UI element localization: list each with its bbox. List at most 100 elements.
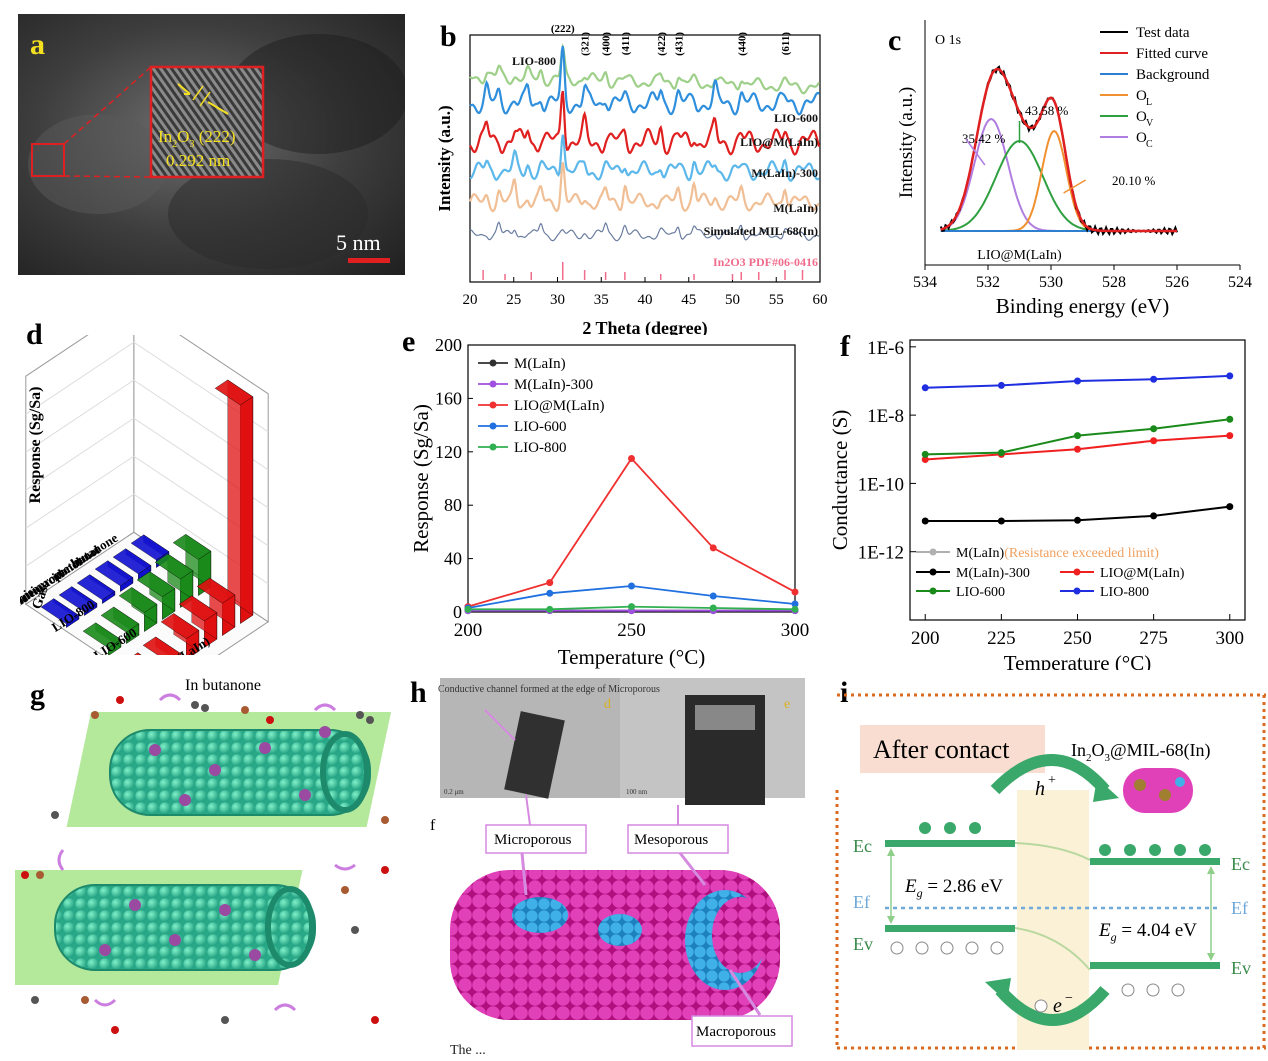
f-xtick-label: 275 bbox=[1139, 628, 1168, 649]
d-bar-top bbox=[160, 613, 200, 639]
e-ytick-label: 80 bbox=[444, 495, 462, 515]
b-xtick-label: 35 bbox=[594, 292, 609, 308]
e-point bbox=[791, 600, 799, 608]
b-series-M(LaIn)-300 bbox=[469, 134, 820, 182]
xps-chart: 534 532 530 528 526 524 Binding energy (eV) Int… bbox=[896, 20, 1252, 318]
svg-text:+: + bbox=[1048, 773, 1056, 788]
c-xtick-label: 526 bbox=[1165, 274, 1189, 291]
b-xtick-label: 55 bbox=[769, 292, 784, 308]
c-arrow-ol bbox=[1063, 179, 1087, 194]
f-xtick-label: 250 bbox=[1063, 628, 1092, 649]
c-percent: 35.42 % bbox=[962, 131, 1006, 146]
panel-label-g: g bbox=[30, 678, 45, 711]
i-particle-icon bbox=[1123, 768, 1193, 813]
b-series-label: LIO-600 bbox=[774, 111, 818, 125]
f-xtick-label: 225 bbox=[987, 628, 1016, 649]
panel-label-c: c bbox=[888, 24, 902, 57]
f-point bbox=[1074, 432, 1081, 440]
c-percent: 43.58 % bbox=[1025, 103, 1069, 118]
e-xtick-label: 300 bbox=[781, 620, 810, 641]
f-xtick-label: 300 bbox=[1216, 628, 1245, 649]
b-series-M(LaIn) bbox=[468, 162, 820, 213]
b-xtick-label: 45 bbox=[681, 292, 696, 308]
i-ec-right: Ec bbox=[1231, 854, 1250, 874]
svg-text:In2O3 (222): In2O3 (222) bbox=[158, 127, 236, 150]
e-ytick-label: 40 bbox=[444, 549, 462, 569]
f-ytick-label: 1E-12 bbox=[858, 543, 904, 564]
h-sub-d: d bbox=[604, 697, 611, 712]
panel-label-e: e bbox=[402, 325, 416, 358]
e-point bbox=[709, 604, 717, 612]
f-point bbox=[1226, 415, 1234, 423]
b-series-label: LIO-800 bbox=[512, 54, 556, 68]
c-legend-label: O bbox=[1136, 88, 1147, 104]
b-peak-label: (431) bbox=[673, 32, 685, 56]
c-xlabel: Binding energy (eV) bbox=[996, 294, 1169, 318]
f-point bbox=[1150, 425, 1158, 433]
e-ytick-label: 160 bbox=[435, 388, 462, 408]
inset-label-plane: (222) bbox=[199, 127, 236, 146]
f-point bbox=[921, 450, 929, 458]
i-ef-right: Ef bbox=[1231, 898, 1248, 918]
b-series-LIO-600 bbox=[469, 45, 820, 116]
panel-e: 0 40 80 120 160 200 200 250 300 Temperature (°C) R… bbox=[400, 330, 820, 670]
svg-text:−: − bbox=[1065, 991, 1073, 1006]
d-grid bbox=[25, 455, 269, 547]
b-series-label: M(LaIn) bbox=[773, 201, 818, 215]
c-legend-label: O bbox=[1136, 130, 1147, 146]
d-bar-top bbox=[100, 606, 140, 633]
f-legend-label: LIO-800 bbox=[1100, 585, 1149, 600]
b-xtick-label: 30 bbox=[550, 292, 565, 308]
d-bar-top bbox=[82, 622, 122, 649]
b-peak-label: (611) bbox=[780, 32, 792, 56]
panel-a: In2O3 (222) 0.292 nm 5 nm a bbox=[18, 14, 408, 275]
c-xtick-label: 532 bbox=[976, 274, 1000, 291]
e-point bbox=[628, 454, 635, 462]
inset-spacing: 0.292 nm bbox=[166, 151, 230, 170]
b-xtick-label: 40 bbox=[638, 292, 653, 308]
band-diagram: After contact In2O3@MIL-68(In) h + e − E… bbox=[835, 693, 1266, 1050]
d-bar-top bbox=[112, 548, 152, 575]
h-sub-f: f bbox=[430, 817, 436, 834]
e-legend-label: LIO@M(LaIn) bbox=[514, 398, 604, 414]
h-note: Conductive channel formed at the edge of… bbox=[438, 684, 660, 695]
panel-label-b: b bbox=[440, 20, 457, 53]
f-ytick-label: 1E-10 bbox=[858, 474, 904, 495]
e-point bbox=[791, 588, 799, 596]
b-peak-label: (400) bbox=[601, 32, 613, 56]
e-ytick-label: 0 bbox=[453, 602, 462, 622]
e-xlabel: Temperature (°C) bbox=[558, 645, 705, 669]
f-point bbox=[921, 384, 929, 392]
e-legend-label: M(LaIn)-300 bbox=[514, 377, 593, 393]
b-peak-label: (411) bbox=[620, 32, 632, 56]
e-legend-label: LIO-800 bbox=[514, 440, 567, 456]
e-point bbox=[546, 605, 554, 613]
i-hole-label: h bbox=[1035, 778, 1045, 800]
panel-label-d: d bbox=[26, 318, 43, 351]
c-legend-sub: L bbox=[1146, 97, 1152, 108]
b-series-LIO@M(LaIn) bbox=[469, 90, 821, 156]
panel-d: 20406080100butanonemethanolisopropanolfo… bbox=[0, 303, 430, 695]
h-micro-label: Microporous bbox=[494, 832, 572, 848]
f-legend-label: M(LaIn)-300 bbox=[956, 566, 1030, 581]
f-point bbox=[921, 456, 929, 464]
e-xtick-label: 200 bbox=[454, 620, 483, 641]
bar3d-chart: 20406080100butanonemethanolisopropanolfo… bbox=[0, 303, 270, 695]
e-point bbox=[546, 579, 554, 587]
panel-h: Conductive channel formed at the edge of… bbox=[430, 670, 820, 1058]
f-ytick-label: 1E-8 bbox=[867, 406, 904, 427]
d-grid bbox=[25, 493, 269, 585]
b-peak-label: (422) bbox=[656, 32, 668, 56]
f-ylabel: Conductance (S) bbox=[828, 410, 852, 551]
c-sample: LIO@M(LaIn) bbox=[977, 248, 1062, 263]
f-legend-marker bbox=[1073, 568, 1081, 576]
e-xtick-label: 250 bbox=[617, 620, 646, 641]
f-legend-label: LIO-600 bbox=[956, 585, 1005, 600]
h-scale-e: 100 nm bbox=[626, 788, 648, 796]
c-xtick-label: 534 bbox=[913, 274, 937, 291]
e-point bbox=[628, 603, 635, 611]
e-legend-label: M(LaIn) bbox=[514, 356, 566, 372]
d-bar-top bbox=[58, 586, 98, 613]
xrd-chart: 20 25 30 35 40 45 50 55 60 2 Theta (degree) Intens… bbox=[435, 23, 828, 339]
panel-i: After contact In2O3@MIL-68(In) h + e − E… bbox=[835, 670, 1268, 1056]
